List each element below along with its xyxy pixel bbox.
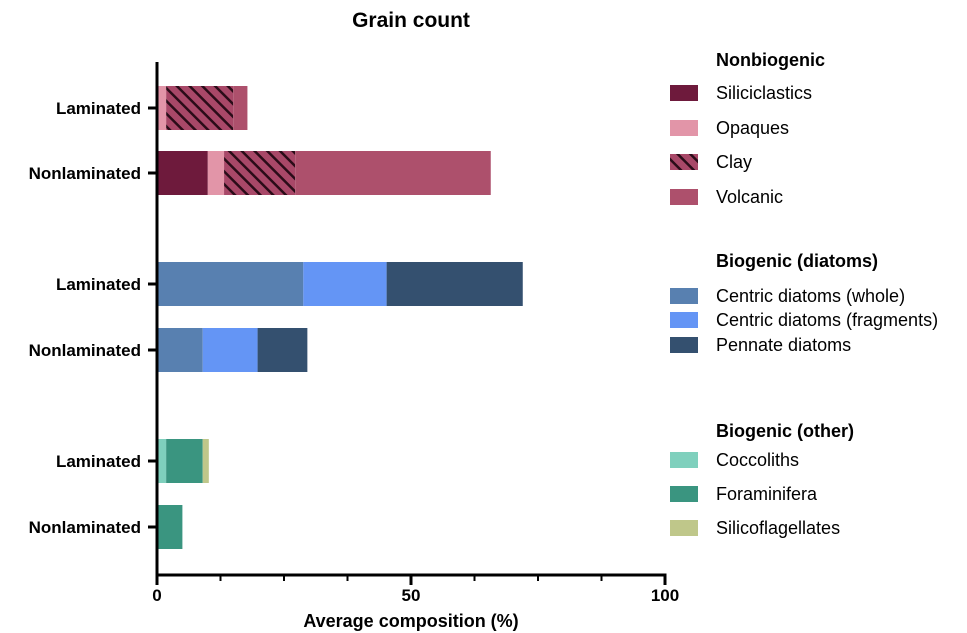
- bar-segment-laminated-opaques: [157, 86, 167, 130]
- bar-segment-nonlaminated-siliciclastics: [157, 151, 208, 195]
- bar-segment-nonlaminated-pennate-diatoms: [257, 328, 308, 372]
- bar-segment-laminated-centric-diatoms-whole: [157, 262, 304, 306]
- legend-swatch-siliciclastics: [670, 85, 698, 101]
- category-label-biogenic-other-nonlaminated: Nonlaminated: [29, 518, 141, 537]
- legend-swatch-centric-diatoms-whole: [670, 288, 698, 304]
- legend-heading-biogenic-diatoms: Biogenic (diatoms): [716, 251, 878, 271]
- bar-segment-laminated-pennate-diatoms: [386, 262, 523, 306]
- legend-swatch-coccoliths: [670, 452, 698, 468]
- legend-label-centric-diatoms-fragments: Centric diatoms (fragments): [716, 310, 938, 330]
- x-tick-label-100: 100: [651, 586, 679, 605]
- bar-segment-nonlaminated-volcanic: [295, 151, 491, 195]
- x-tick-label-50: 50: [402, 586, 421, 605]
- bar-segment-nonlaminated-clay: [224, 151, 296, 195]
- x-tick-label-0: 0: [152, 586, 161, 605]
- category-label-biogenic-diatoms-laminated: Laminated: [56, 275, 141, 294]
- x-axis-title: Average composition (%): [303, 611, 518, 631]
- bar-segment-laminated-clay: [166, 86, 234, 130]
- legend-label-silicoflagellates: Silicoflagellates: [716, 518, 840, 538]
- bar-segment-laminated-volcanic: [233, 86, 248, 130]
- bar-segment-laminated-silicoflagellates: [202, 439, 209, 483]
- legend-swatch-volcanic: [670, 189, 698, 205]
- legend-swatch-centric-diatoms-fragments: [670, 312, 698, 328]
- bar-segment-laminated-coccoliths: [157, 439, 167, 483]
- legend-swatch-foraminifera: [670, 486, 698, 502]
- legend-label-centric-diatoms-whole: Centric diatoms (whole): [716, 286, 905, 306]
- category-label-nonbiogenic-nonlaminated: Nonlaminated: [29, 164, 141, 183]
- legend-swatch-opaques: [670, 120, 698, 136]
- legend-label-opaques: Opaques: [716, 118, 789, 138]
- legend-label-pennate-diatoms: Pennate diatoms: [716, 335, 851, 355]
- bar-segment-nonlaminated-centric-diatoms-fragments: [202, 328, 258, 372]
- legend-swatch-pennate-diatoms: [670, 337, 698, 353]
- legend: Nonbiogenic Siliciclastics Opaques Clay Volc…: [670, 50, 938, 538]
- bar-segment-nonlaminated-centric-diatoms-whole: [157, 328, 203, 372]
- legend-label-volcanic: Volcanic: [716, 187, 783, 207]
- chart-title: Grain count: [352, 9, 470, 32]
- legend-label-foraminifera: Foraminifera: [716, 484, 818, 504]
- bar-segment-nonlaminated-opaques: [207, 151, 225, 195]
- axes-layer: 0 50 100: [148, 62, 679, 605]
- bar-segment-nonlaminated-foraminifera: [157, 505, 183, 549]
- category-label-nonbiogenic-laminated: Laminated: [56, 99, 141, 118]
- legend-swatch-silicoflagellates: [670, 520, 698, 536]
- legend-heading-nonbiogenic: Nonbiogenic: [716, 50, 825, 70]
- bars-layer: [157, 86, 523, 549]
- legend-label-coccoliths: Coccoliths: [716, 450, 799, 470]
- category-label-biogenic-other-laminated: Laminated: [56, 452, 141, 471]
- legend-swatch-clay: [670, 154, 698, 170]
- bar-segment-laminated-centric-diatoms-fragments: [303, 262, 387, 306]
- bar-segment-laminated-foraminifera: [166, 439, 203, 483]
- legend-label-siliciclastics: Siliciclastics: [716, 83, 812, 103]
- category-labels: Laminated Nonlaminated Laminated Nonlaminat…: [29, 99, 141, 537]
- legend-label-clay: Clay: [716, 152, 752, 172]
- legend-heading-biogenic-other: Biogenic (other): [716, 421, 854, 441]
- category-label-biogenic-diatoms-nonlaminated: Nonlaminated: [29, 341, 141, 360]
